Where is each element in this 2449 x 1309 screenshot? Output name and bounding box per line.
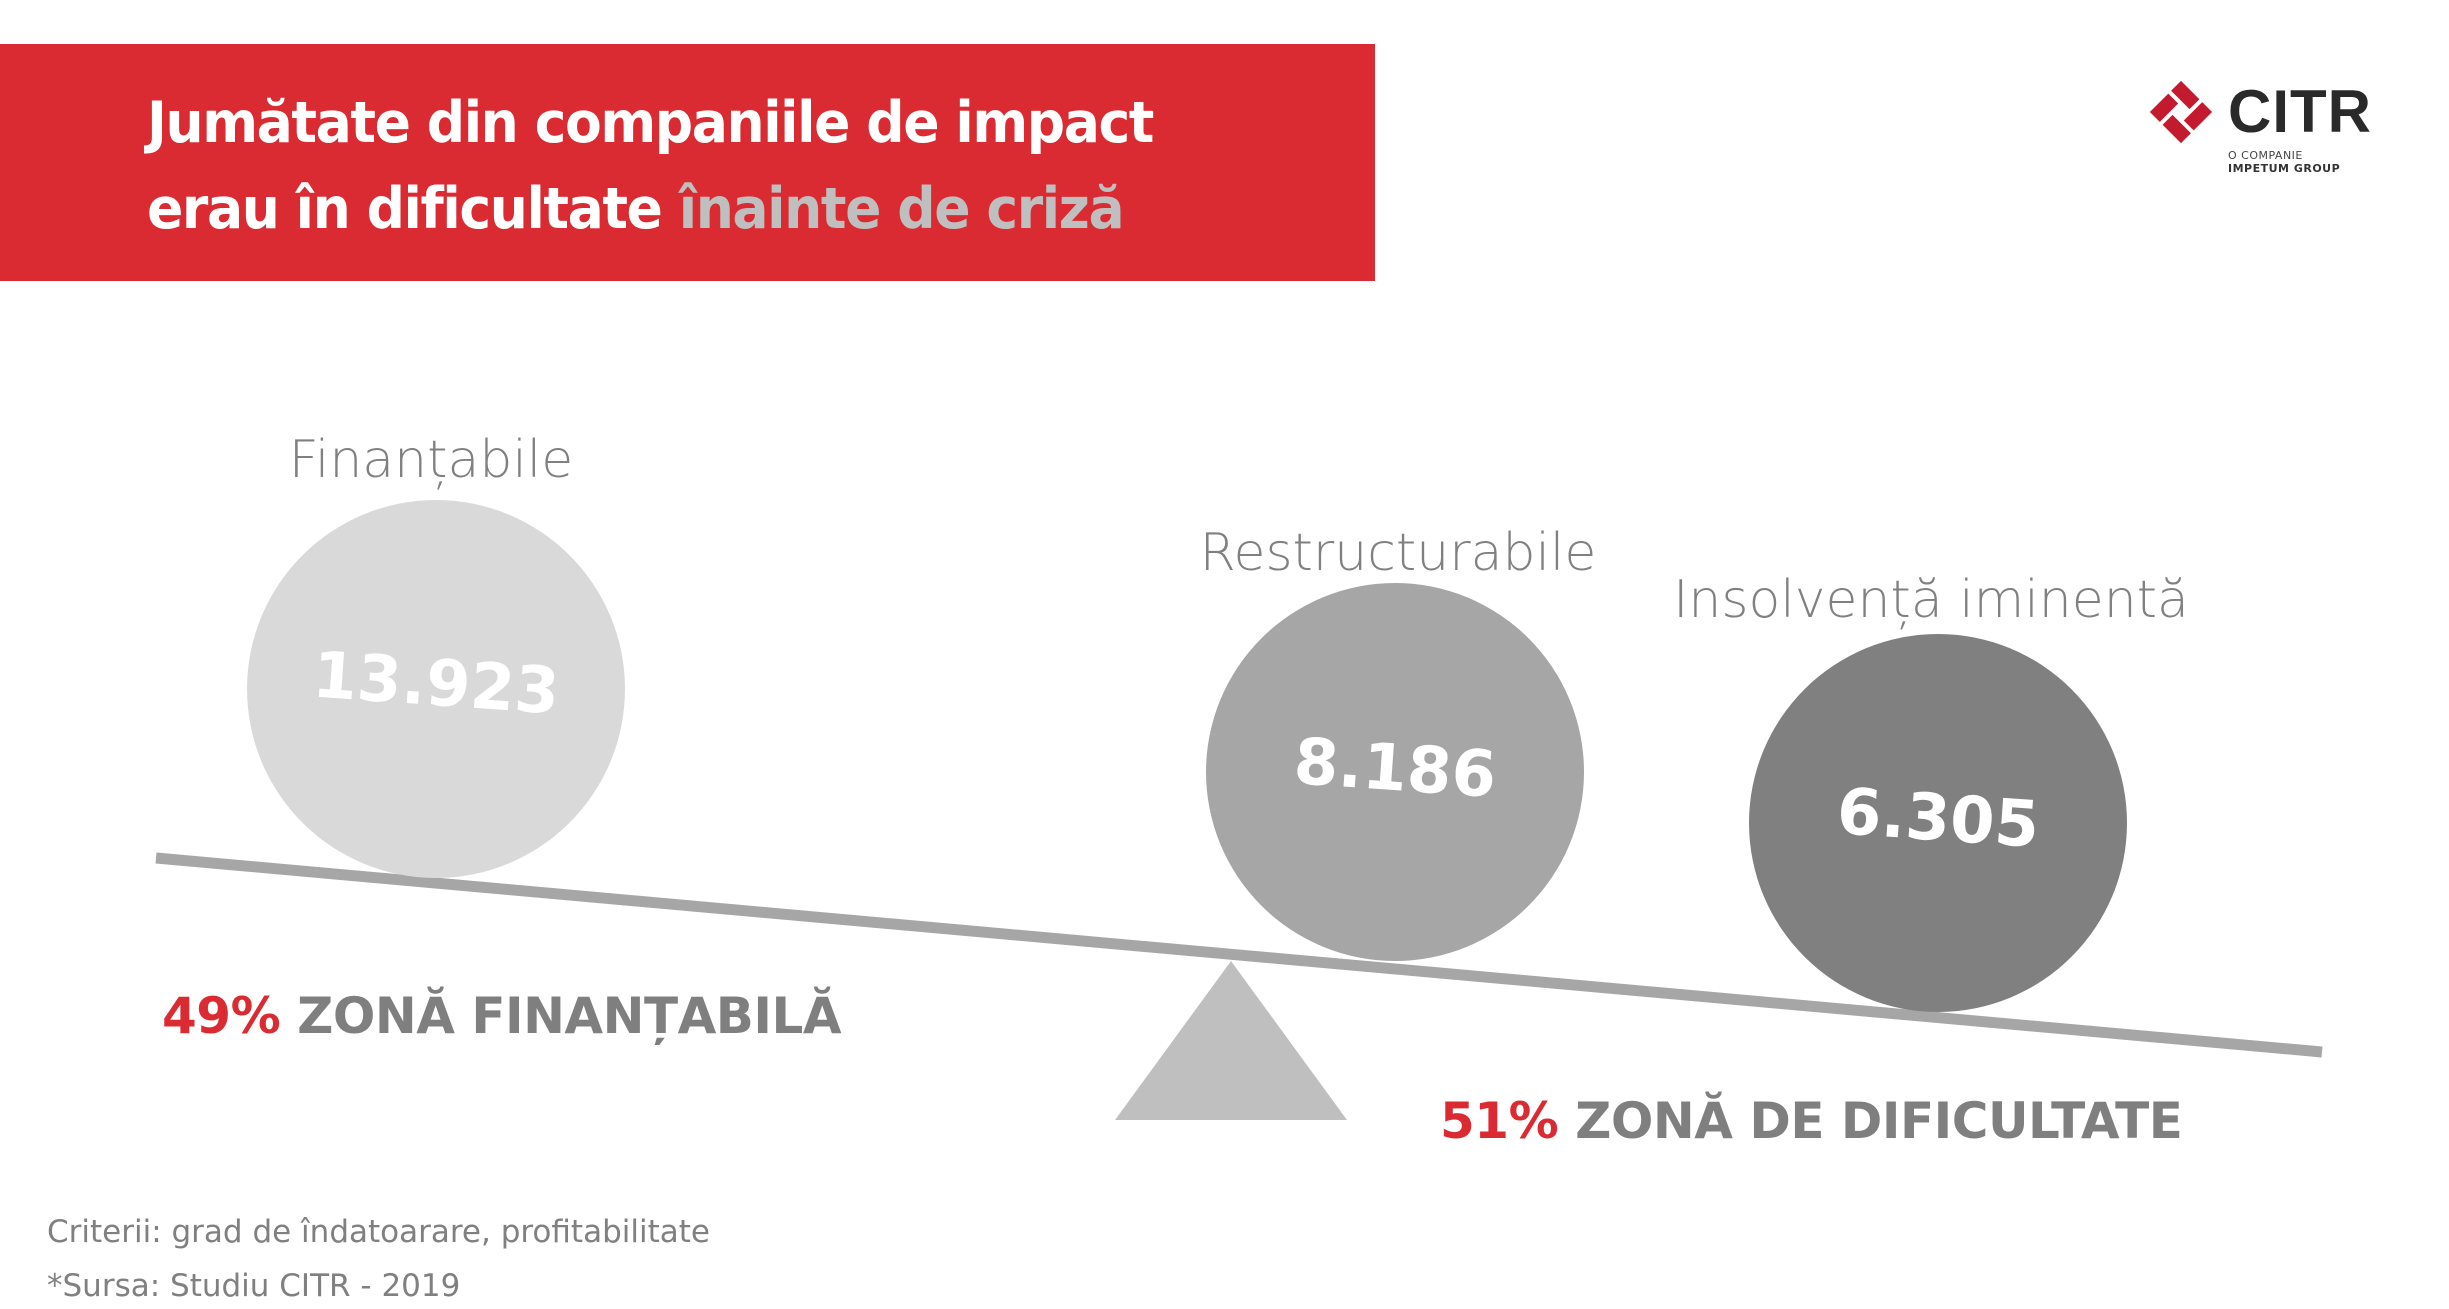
footer-source: *Sursa: Studiu CITR - 2019 — [47, 1268, 461, 1304]
title-line-2-highlight: înainte de criză — [678, 176, 1125, 242]
footer-criteria: Criterii: grad de îndatoarare, profitabi… — [47, 1214, 710, 1250]
circle-restructurabile — [1206, 583, 1584, 961]
zone-dificultate: 51% ZONĂ DE DIFICULTATE — [1440, 1092, 2183, 1150]
circle-finantabile — [247, 500, 625, 878]
title-line-1: Jumătate din companiile de impact — [147, 90, 1154, 156]
zone-dificultate-percent: 51% — [1440, 1092, 1559, 1150]
value-restructurabile: 8.186 — [1291, 725, 1499, 813]
title-line-2: erau în dificultate înainte de criză — [147, 166, 1153, 252]
logo-subtitle-2: IMPETUM GROUP — [2228, 162, 2341, 175]
logo-wordmark: CITR — [2228, 78, 2372, 145]
value-finantabile: 13.923 — [310, 638, 562, 730]
title-line-2-main: erau în dificultate — [147, 176, 663, 242]
zone-finantabila: 49% ZONĂ FINANȚABILĂ — [162, 987, 842, 1045]
diamond-logo-icon — [2149, 80, 2213, 144]
zone-dificultate-label: ZONĂ DE DIFICULTATE — [1575, 1092, 2183, 1150]
zone-finantabila-percent: 49% — [162, 987, 281, 1045]
logo-subtitle-1: O COMPANIE — [2228, 149, 2303, 162]
page-title: Jumătate din companiile de impact erau î… — [147, 80, 1154, 252]
zone-finantabila-label: ZONĂ FINANȚABILĂ — [297, 987, 842, 1045]
title-banner — [0, 44, 1375, 281]
circle-insolventa — [1749, 634, 2127, 1012]
fulcrum-triangle — [1115, 961, 1347, 1120]
label-insolventa: Insolvență iminentă — [1673, 570, 2189, 630]
label-finantabile: Finanțabile — [288, 430, 574, 490]
seesaw-beam — [155, 852, 2323, 1058]
citr-logo: CITR O COMPANIE IMPETUM GROUP — [2146, 80, 2376, 180]
value-insolventa: 6.305 — [1834, 775, 2042, 863]
label-restructurabile: Restructurabile — [1199, 523, 1597, 583]
